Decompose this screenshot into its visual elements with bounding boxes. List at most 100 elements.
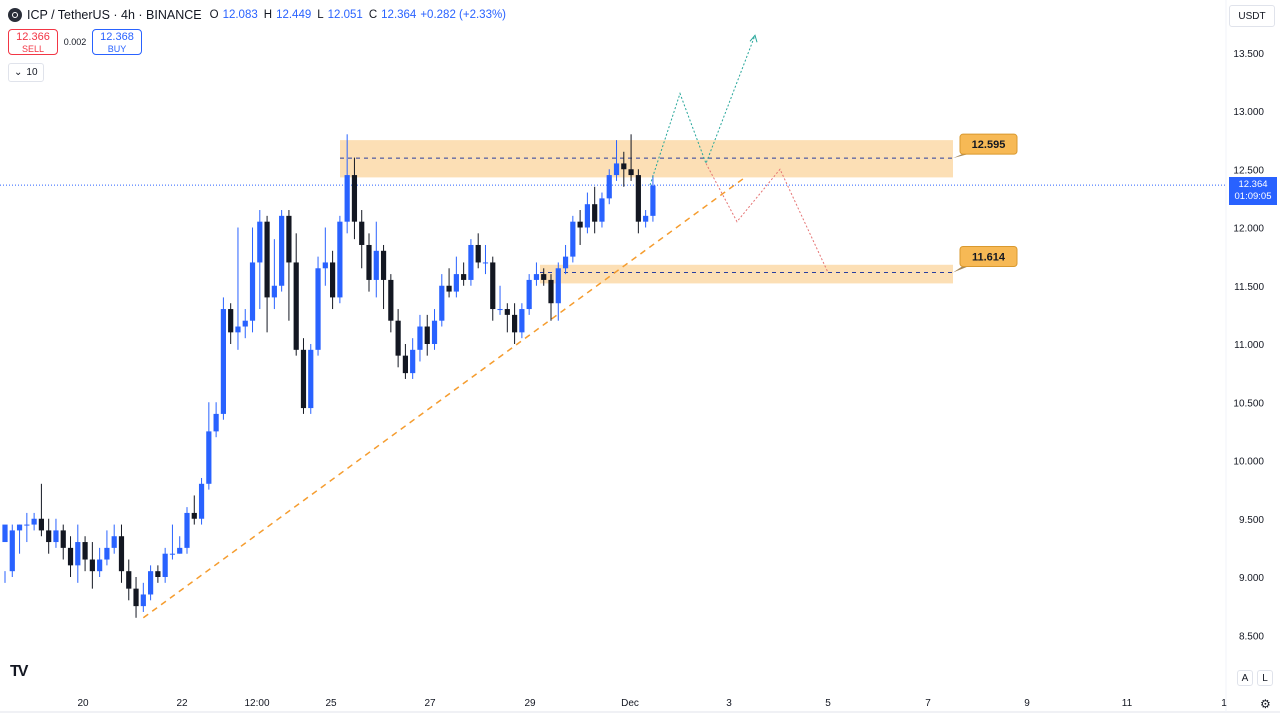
candle-body: [606, 175, 612, 199]
gear-icon[interactable]: ⚙: [1260, 697, 1271, 711]
currency-selector[interactable]: USDT: [1229, 5, 1275, 27]
candle-body: [184, 512, 190, 548]
candle-body: [293, 262, 299, 350]
zone-rect: [540, 264, 953, 284]
candle-body: [621, 163, 627, 170]
candle-body: [271, 285, 277, 298]
spread-value: 0.002: [63, 37, 87, 47]
candle-body: [308, 349, 314, 409]
candle-body: [16, 524, 23, 531]
candle-body: [46, 530, 52, 543]
indicator-toggle[interactable]: ⌄ 10: [8, 63, 44, 82]
candle-body: [468, 244, 474, 280]
zone-label-pointer: [953, 154, 968, 159]
candle-body: [82, 542, 88, 560]
bar-countdown: 01:09:05: [1234, 191, 1272, 202]
price-change: +0.282 (+2.33%): [420, 9, 507, 21]
candle-body: [337, 221, 343, 298]
candle-body: [475, 244, 481, 263]
auto-scale-label: A: [1241, 672, 1249, 684]
candle-body: [380, 250, 387, 280]
price-axis-label: 10.500: [1233, 398, 1264, 409]
price-axis-label: 9.500: [1239, 515, 1264, 526]
ohlc-high-value: 12.449: [276, 9, 312, 21]
candle-body: [417, 326, 423, 350]
auto-scale-button[interactable]: A: [1237, 670, 1253, 686]
candle-body: [635, 175, 641, 222]
time-axis-label: 27: [424, 698, 436, 709]
ohlc-high-key: H: [263, 9, 273, 21]
candle-body: [330, 262, 336, 298]
symbol-title[interactable]: ICP / TetherUS · 4h · BINANCE: [27, 8, 202, 22]
candle-body: [104, 547, 110, 560]
price-axis-label: 10.000: [1233, 457, 1264, 468]
candle-body: [235, 326, 241, 333]
log-scale-button[interactable]: L: [1257, 670, 1273, 686]
candle-body: [257, 221, 263, 263]
candle-body: [541, 274, 547, 280]
candle-body: [162, 553, 168, 577]
price-axis-label: 9.000: [1239, 573, 1264, 584]
candle-body: [439, 285, 445, 321]
candle-body: [2, 524, 8, 543]
candle-body: [133, 588, 139, 607]
bullish-arrow-head: [749, 34, 758, 43]
projection-layer: [649, 34, 829, 273]
candle-body: [366, 244, 372, 280]
candle-body: [31, 518, 37, 525]
time-axis: 20 22 12:00 25 27 29 Dec 3 5 7 9 11 1: [77, 698, 1227, 709]
ohlc-close-key: C: [368, 9, 378, 21]
currency-label: USDT: [1238, 10, 1266, 22]
time-axis-label: Dec: [621, 698, 639, 709]
ohlc-values: O 12.083 H 12.449 L 12.051 C 12.364: [210, 9, 419, 21]
candle-body: [67, 547, 74, 566]
chevron-down-icon: ⌄: [14, 67, 23, 78]
time-axis-label: 11: [1122, 698, 1133, 709]
candle-body: [24, 524, 30, 526]
zone-price-label-box: [959, 133, 1018, 155]
candle-body: [504, 309, 510, 315]
candle-body: [592, 204, 598, 222]
candle-body: [584, 204, 590, 228]
candle-body: [322, 262, 328, 269]
candle-body: [148, 571, 154, 595]
candle-body: [315, 268, 321, 350]
candle-body: [628, 169, 634, 176]
candle-body: [424, 326, 430, 344]
time-axis-label: 20: [77, 698, 89, 709]
candle-body: [155, 571, 161, 577]
candle-body: [519, 309, 525, 333]
candle-body: [228, 309, 234, 333]
price-axis-label: 12.000: [1233, 224, 1264, 235]
zone-rect: [340, 140, 953, 178]
candle-body: [279, 215, 285, 286]
candle-body: [198, 483, 205, 519]
candle-body: [446, 285, 452, 292]
candle-body: [512, 314, 518, 333]
candle-body: [577, 221, 583, 228]
time-axis-label: 29: [524, 698, 536, 709]
candle-body: [533, 274, 540, 280]
zones-layer: [0, 140, 1226, 284]
candle-body: [191, 512, 197, 519]
buy-price: 12.368: [100, 31, 134, 43]
candle-body: [213, 413, 219, 432]
ohlc-open-key: O: [209, 9, 219, 21]
buy-button[interactable]: 12.368 BUY: [92, 29, 142, 55]
sell-button[interactable]: 12.366 SELL: [8, 29, 58, 55]
zone-labels-layer: 12.595 11.614: [953, 133, 1018, 273]
candle-body: [388, 279, 394, 321]
buy-label: BUY: [107, 44, 127, 54]
indicator-count: 10: [26, 67, 38, 78]
sell-label: SELL: [21, 44, 45, 54]
time-axis-label: 25: [325, 698, 337, 709]
tradingview-logo-icon[interactable]: TV: [10, 663, 29, 680]
candle-body: [140, 594, 146, 607]
candles-layer: [2, 134, 656, 618]
candle-body: [89, 559, 95, 572]
ohlc-close-value: 12.364: [381, 9, 417, 21]
candle-body: [300, 349, 307, 409]
candle-body: [599, 198, 605, 222]
log-scale-label: L: [1262, 672, 1268, 684]
